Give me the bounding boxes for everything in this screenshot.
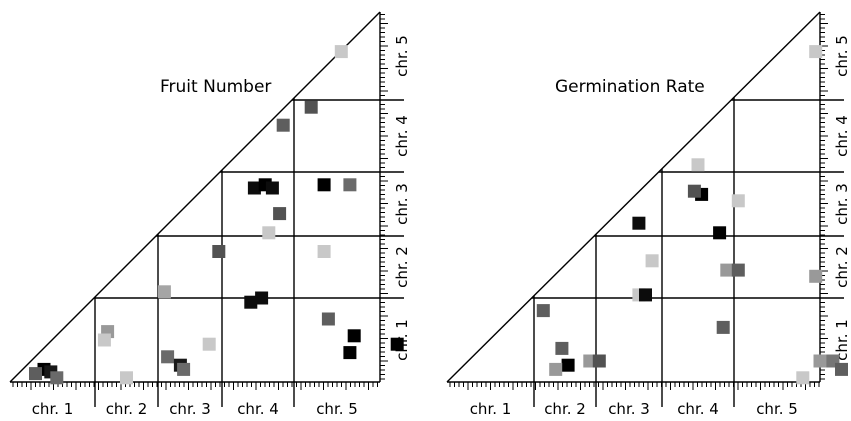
x-label-chr-2: chr. 2 xyxy=(106,400,148,418)
heat-cell-17 xyxy=(273,207,287,221)
x-label-chr-3: chr. 3 xyxy=(169,400,211,418)
heat-cell-20 xyxy=(809,269,823,283)
panel-2: Germination Rate chr. 1 chr. 2 chr. 3 chr. 4… xyxy=(446,11,851,418)
panel-1: Fruit Number chr. 1 chr. 2 chr. 3 chr. 4 chr.… xyxy=(9,11,411,418)
heat-cell-16 xyxy=(265,181,279,195)
heat-cell-16 xyxy=(731,194,745,208)
heat-cell-2 xyxy=(555,341,569,355)
heat-cell-28 xyxy=(347,329,361,343)
heat-cell-4 xyxy=(549,362,563,376)
heat-cell-10 xyxy=(645,254,659,268)
heat-cell-1 xyxy=(536,304,550,318)
heat-cell-6 xyxy=(592,354,606,368)
heat-cell-12 xyxy=(687,184,701,198)
heat-cell-11 xyxy=(177,362,191,376)
heat-cell-29 xyxy=(343,346,357,360)
y-label-chr-5: chr. 5 xyxy=(833,35,851,77)
heat-cell-9 xyxy=(161,350,175,364)
heat-cell-7 xyxy=(120,371,133,385)
heat-cell-26 xyxy=(317,245,331,258)
x-label-chr-2: chr. 2 xyxy=(544,400,586,418)
chart-title: Fruit Number xyxy=(160,77,271,97)
diagonal-line xyxy=(9,11,381,383)
x-label-chr-1: chr. 1 xyxy=(470,400,512,418)
heat-cell-3 xyxy=(561,358,575,372)
heat-cell-3 xyxy=(29,367,42,381)
heat-cell-20 xyxy=(255,291,269,305)
diagonal-line xyxy=(446,11,821,383)
heat-cell-4 xyxy=(50,371,64,385)
heat-cell-21 xyxy=(813,354,827,368)
heat-cell-23 xyxy=(334,45,348,59)
heat-cell-30 xyxy=(390,337,404,351)
heat-cell-27 xyxy=(321,312,335,326)
heat-cell-13 xyxy=(212,245,226,258)
x-label-chr-4: chr. 4 xyxy=(677,400,719,418)
heat-cell-14 xyxy=(247,181,261,195)
heat-cell-24 xyxy=(796,371,810,385)
heat-cell-13 xyxy=(713,226,727,240)
heat-cell-18 xyxy=(262,226,276,240)
x-label-chr-4: chr. 4 xyxy=(237,400,279,418)
heat-cell-12 xyxy=(202,337,216,351)
heat-cell-6 xyxy=(97,333,111,347)
y-label-chr-2: chr. 2 xyxy=(393,246,411,288)
y-label-chr-2: chr. 2 xyxy=(833,246,851,288)
heat-cell-8 xyxy=(157,285,171,299)
heat-cell-24 xyxy=(317,178,331,192)
heat-cell-22 xyxy=(304,100,318,114)
heat-cell-18 xyxy=(716,320,730,334)
heat-cell-15 xyxy=(731,263,745,277)
heat-cell-23 xyxy=(835,362,848,376)
y-label-chr-1: chr. 1 xyxy=(833,319,851,361)
x-label-chr-3: chr. 3 xyxy=(608,400,650,418)
y-label-chr-5: chr. 5 xyxy=(393,35,411,77)
y-label-chr-3: chr. 3 xyxy=(833,183,851,225)
chart-title: Germination Rate xyxy=(555,77,705,97)
heat-cell-21 xyxy=(276,118,290,132)
heat-cell-19 xyxy=(809,45,823,59)
x-label-chr-5: chr. 5 xyxy=(756,400,798,418)
x-label-chr-1: chr. 1 xyxy=(32,400,74,418)
heat-cell-19 xyxy=(244,295,258,309)
y-label-chr-4: chr. 4 xyxy=(393,115,411,157)
heat-cell-8 xyxy=(639,288,652,302)
heat-cell-17 xyxy=(691,158,705,172)
x-label-chr-5: chr. 5 xyxy=(316,400,358,418)
heat-cell-9 xyxy=(632,216,646,230)
heat-cell-14 xyxy=(720,263,734,277)
heat-cell-25 xyxy=(343,178,357,192)
y-label-chr-4: chr. 4 xyxy=(833,115,851,157)
y-label-chr-3: chr. 3 xyxy=(393,183,411,225)
